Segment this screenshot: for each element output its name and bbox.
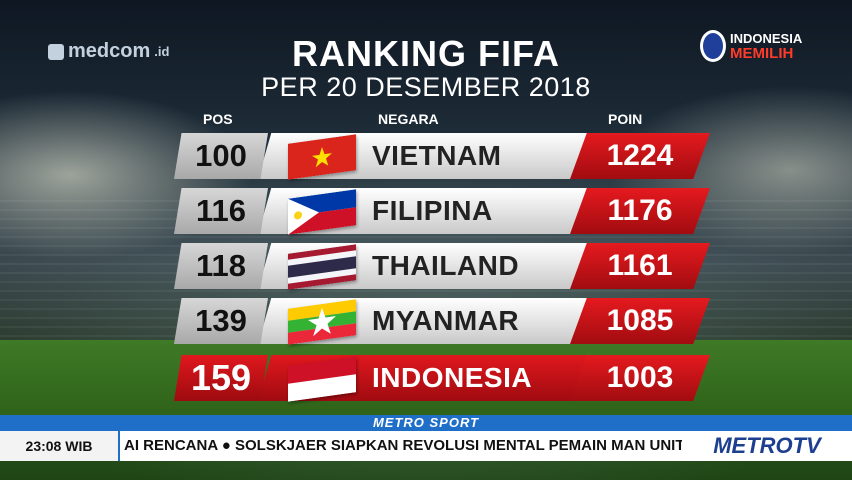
indonesia-memilih-badge-icon	[700, 30, 726, 62]
column-header-points: POIN	[608, 111, 643, 127]
position-cell: 116	[174, 188, 268, 234]
position-cell: 100	[174, 133, 268, 179]
points-cell: 1003	[570, 355, 710, 401]
position-cell: 118	[174, 243, 268, 289]
ranking-row-highlighted: 159 INDONESIA 1003	[0, 355, 852, 402]
thailand-flag-icon	[288, 244, 356, 290]
points-cell: 1085	[570, 298, 710, 344]
medcom-logo: medcom .id	[48, 40, 169, 63]
medcom-logo-text: medcom	[68, 40, 151, 62]
points-cell: 1176	[570, 188, 710, 234]
clock: 23:08 WIB	[0, 431, 120, 461]
page-subtitle: PER 20 DESEMBER 2018	[261, 72, 591, 102]
ticker-text: AI RENCANA ● SOLSKJAER SIAPKAN REVOLUSI …	[120, 431, 682, 461]
country-name: THAILAND	[372, 250, 520, 281]
ranking-row: 139 MYANMAR 1085	[0, 298, 852, 345]
column-header-country: NEGARA	[378, 111, 439, 127]
position-cell: 159	[174, 355, 268, 401]
position-cell: 139	[174, 298, 268, 344]
country-name: INDONESIA	[372, 362, 533, 393]
medcom-mark-icon	[48, 43, 64, 60]
logo-line-2: MEMILIH	[730, 45, 794, 62]
logo-line-1: INDONESIA	[730, 31, 803, 46]
points-cell: 1224	[570, 133, 710, 179]
ranking-row: 118 THAILAND 1161	[0, 243, 852, 290]
ticker-label: METRO SPORT	[0, 415, 852, 431]
page-title: RANKING FIFA	[292, 33, 560, 74]
metrotv-logo: METROTV	[682, 431, 852, 461]
points-cell: 1161	[570, 243, 710, 289]
country-name: MYANMAR	[372, 305, 520, 336]
medcom-logo-suffix: .id	[154, 44, 170, 59]
vietnam-flag-icon	[288, 134, 356, 180]
column-header-pos: POS	[203, 111, 233, 127]
country-name: FILIPINA	[372, 195, 493, 226]
ranking-row: 100 VIETNAM 1224	[0, 133, 852, 180]
country-name: VIETNAM	[372, 140, 502, 171]
indonesia-memilih-logo: INDONESIA MEMILIH	[700, 30, 802, 62]
channel-logo-text: METROTV	[713, 433, 821, 458]
news-ticker: 23:08 WIB AI RENCANA ● SOLSKJAER SIAPKAN…	[0, 431, 852, 461]
ranking-row: 116 FILIPINA 1176	[0, 188, 852, 235]
myanmar-flag-icon	[288, 299, 356, 345]
indonesia-flag-icon	[288, 356, 356, 402]
philippines-flag-icon	[288, 189, 356, 235]
